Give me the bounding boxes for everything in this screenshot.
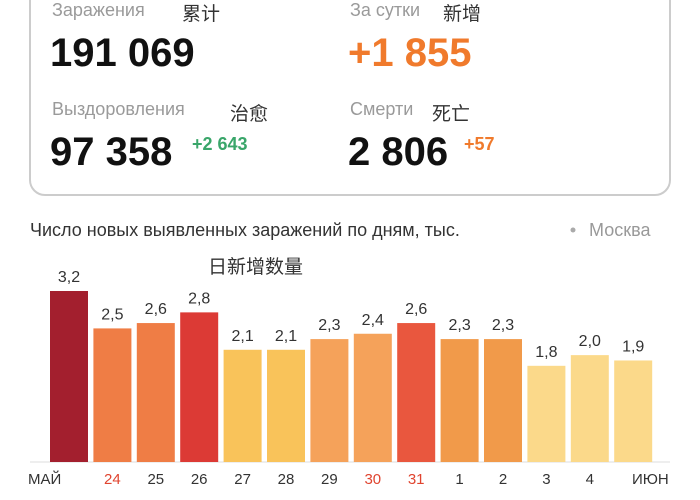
bar [614,360,653,462]
bar [310,339,349,462]
stat-label: За сутки [350,0,420,20]
bar [484,339,522,462]
bar [180,312,219,462]
x-tick-label: 31 [408,471,425,488]
value-label: 2,1 [275,328,297,345]
stat-value: 191 069 [50,31,195,75]
stat-value: 2 806 [348,130,448,174]
bar [397,323,436,462]
stat-label: Заражения [52,0,145,20]
legend: Москва [589,220,651,240]
value-label: 2,5 [101,306,123,323]
x-tick-label: 3 [542,471,550,488]
stat-note: 死亡 [432,103,470,125]
value-label: 2,6 [405,301,427,318]
value-label: 2,3 [448,317,470,334]
bar [223,349,262,462]
bar [570,355,609,462]
bar [136,323,175,462]
stat-delta: +57 [464,134,495,154]
x-tick-label: 30 [364,471,381,488]
x-tick-label: 25 [147,471,164,488]
stat-value: 97 358 [50,130,172,174]
stat-label: Выздоровления [52,99,185,119]
stat-note: 新增 [443,3,481,25]
bar [50,291,88,462]
value-label: 2,4 [362,312,384,329]
month-label: МАЙ [28,470,61,488]
value-label: 2,3 [492,317,514,334]
month-label: ИЮН [632,471,669,488]
value-label: 3,2 [58,269,80,286]
bar [527,365,566,462]
stat-value: +1 855 [348,31,471,75]
bar [267,349,305,462]
x-tick-label: 27 [234,471,251,488]
x-tick-label: 28 [278,471,295,488]
x-tick-label: 29 [321,471,338,488]
legend-dot [570,227,576,233]
value-label: 2,3 [318,317,340,334]
value-label: 2,8 [188,290,210,307]
value-label: 1,8 [535,344,557,361]
stats-card [29,0,671,196]
x-tick-label: 1 [455,471,463,488]
annotation: 日新增数量 [208,256,303,278]
value-label: 1,9 [622,338,644,355]
value-label: 2,6 [145,301,167,318]
stat-note: 治愈 [230,103,268,125]
bar [440,339,479,462]
value-label: 2,1 [231,328,253,345]
x-tick-label: 24 [104,471,121,488]
stat-label: Смерти [350,99,413,119]
value-label: 2,0 [579,333,601,350]
chart-title: Число новых выявленных заражений по дням… [30,220,460,240]
x-tick-label: 4 [586,471,594,488]
x-tick-label: 26 [191,471,208,488]
bar [353,333,392,462]
stat-delta: +2 643 [192,134,248,154]
bar [93,328,132,462]
x-tick-label: 2 [499,471,507,488]
stat-note: 累计 [182,3,220,25]
